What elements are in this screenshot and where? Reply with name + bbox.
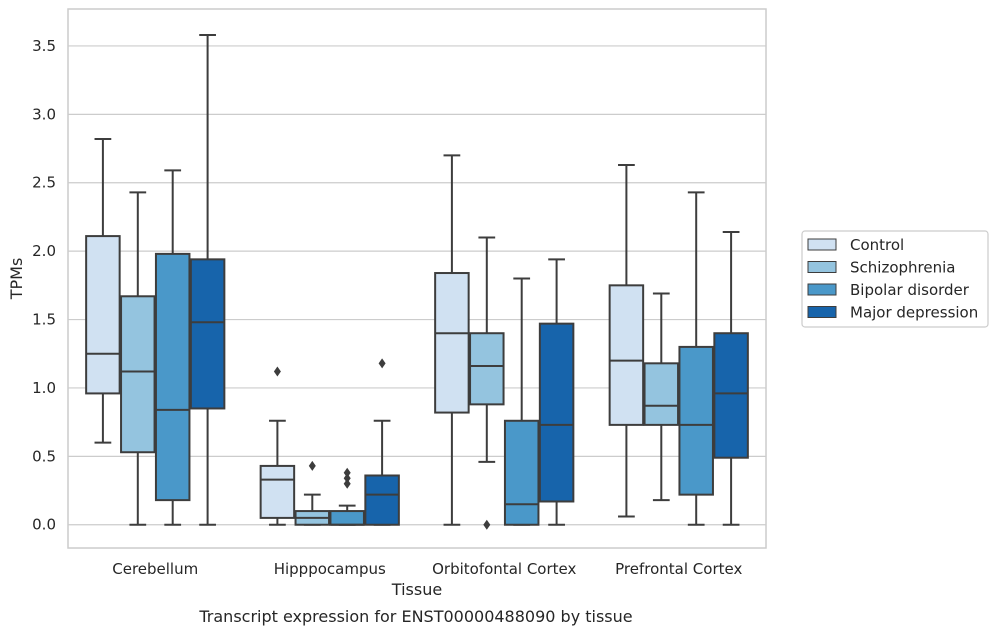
y-tick-label: 3.0 [32,105,56,123]
y-tick-label: 1.0 [32,379,56,397]
box-3-3 [713,230,749,526]
y-tick-label: 1.5 [32,311,56,329]
y-tick-label: 3.5 [32,37,56,55]
box-iqr [329,510,365,526]
legend-swatch [807,261,837,273]
box-iqr [503,419,540,526]
plot-area-frame [67,8,767,549]
box-0-1 [120,191,156,526]
y-axis-ticks: 0.0 0.5 1.0 1.5 2.0 2.5 3.0 3.5 [32,37,56,534]
box-iqr [189,258,226,410]
box-2-1 [469,236,505,530]
outlier-point [343,478,351,489]
y-tick-label: 0.0 [32,516,56,534]
chart-caption: Transcript expression for ENST0000048809… [198,607,632,626]
x-tick-label: Orbitofontal Cortex [432,560,576,578]
box-iqr [538,322,575,503]
y-axis-label: TPMs [7,258,26,301]
box-3-2 [678,191,714,526]
box-1-1 [294,460,331,526]
box-iqr [85,235,121,395]
box-3-1 [643,292,680,502]
legend-swatch [807,306,837,318]
box-iqr [259,464,296,519]
box-iqr [120,295,156,454]
x-axis-label: Tissue [391,580,442,599]
outlier-point [343,467,351,478]
legend-swatch [807,283,837,296]
legend: Control Schizophrenia Bipolar disorder Majo… [801,230,989,328]
box-0-3 [189,33,226,526]
legend-entry-label: Schizophrenia [850,259,955,277]
box-iqr [713,332,749,459]
y-tick-label: 2.5 [32,174,56,192]
box-iqr [434,272,470,414]
outlier-point [483,519,491,530]
box-0-2 [154,169,191,526]
y-tick-label: 2.0 [32,242,56,260]
box-1-2 [329,467,365,526]
legend-entry-label: Major depression [850,304,978,322]
box-3-0 [608,163,645,518]
legend-frame [801,230,989,328]
outlier-point [273,366,281,377]
box-iqr [469,332,505,406]
x-axis-ticks: Cerebellum Hipppocampus Orbitofontal Corte… [112,560,742,578]
outlier-point [378,358,386,369]
box-iqr [678,345,714,496]
outlier-point [343,473,351,484]
box-0-0 [85,137,121,444]
box-1-0 [259,366,296,526]
box-1-3 [364,358,400,526]
outlier-point [308,460,316,471]
legend-entry-label: Control [850,236,904,254]
box-iqr [364,474,400,526]
x-tick-label: Cerebellum [112,560,198,578]
box-2-3 [538,258,575,526]
box-2-0 [434,154,470,526]
box-iqr [608,284,645,426]
y-tick-label: 0.5 [32,447,56,465]
box-iqr [154,252,191,502]
legend-entry-label: Bipolar disorder [850,281,970,299]
legend-swatch [807,238,837,251]
x-tick-label: Prefrontal Cortex [615,560,742,578]
box-iqr [643,362,680,426]
box-series-group [85,33,749,530]
box-2-2 [503,277,540,526]
x-tick-label: Hipppocampus [274,560,386,578]
